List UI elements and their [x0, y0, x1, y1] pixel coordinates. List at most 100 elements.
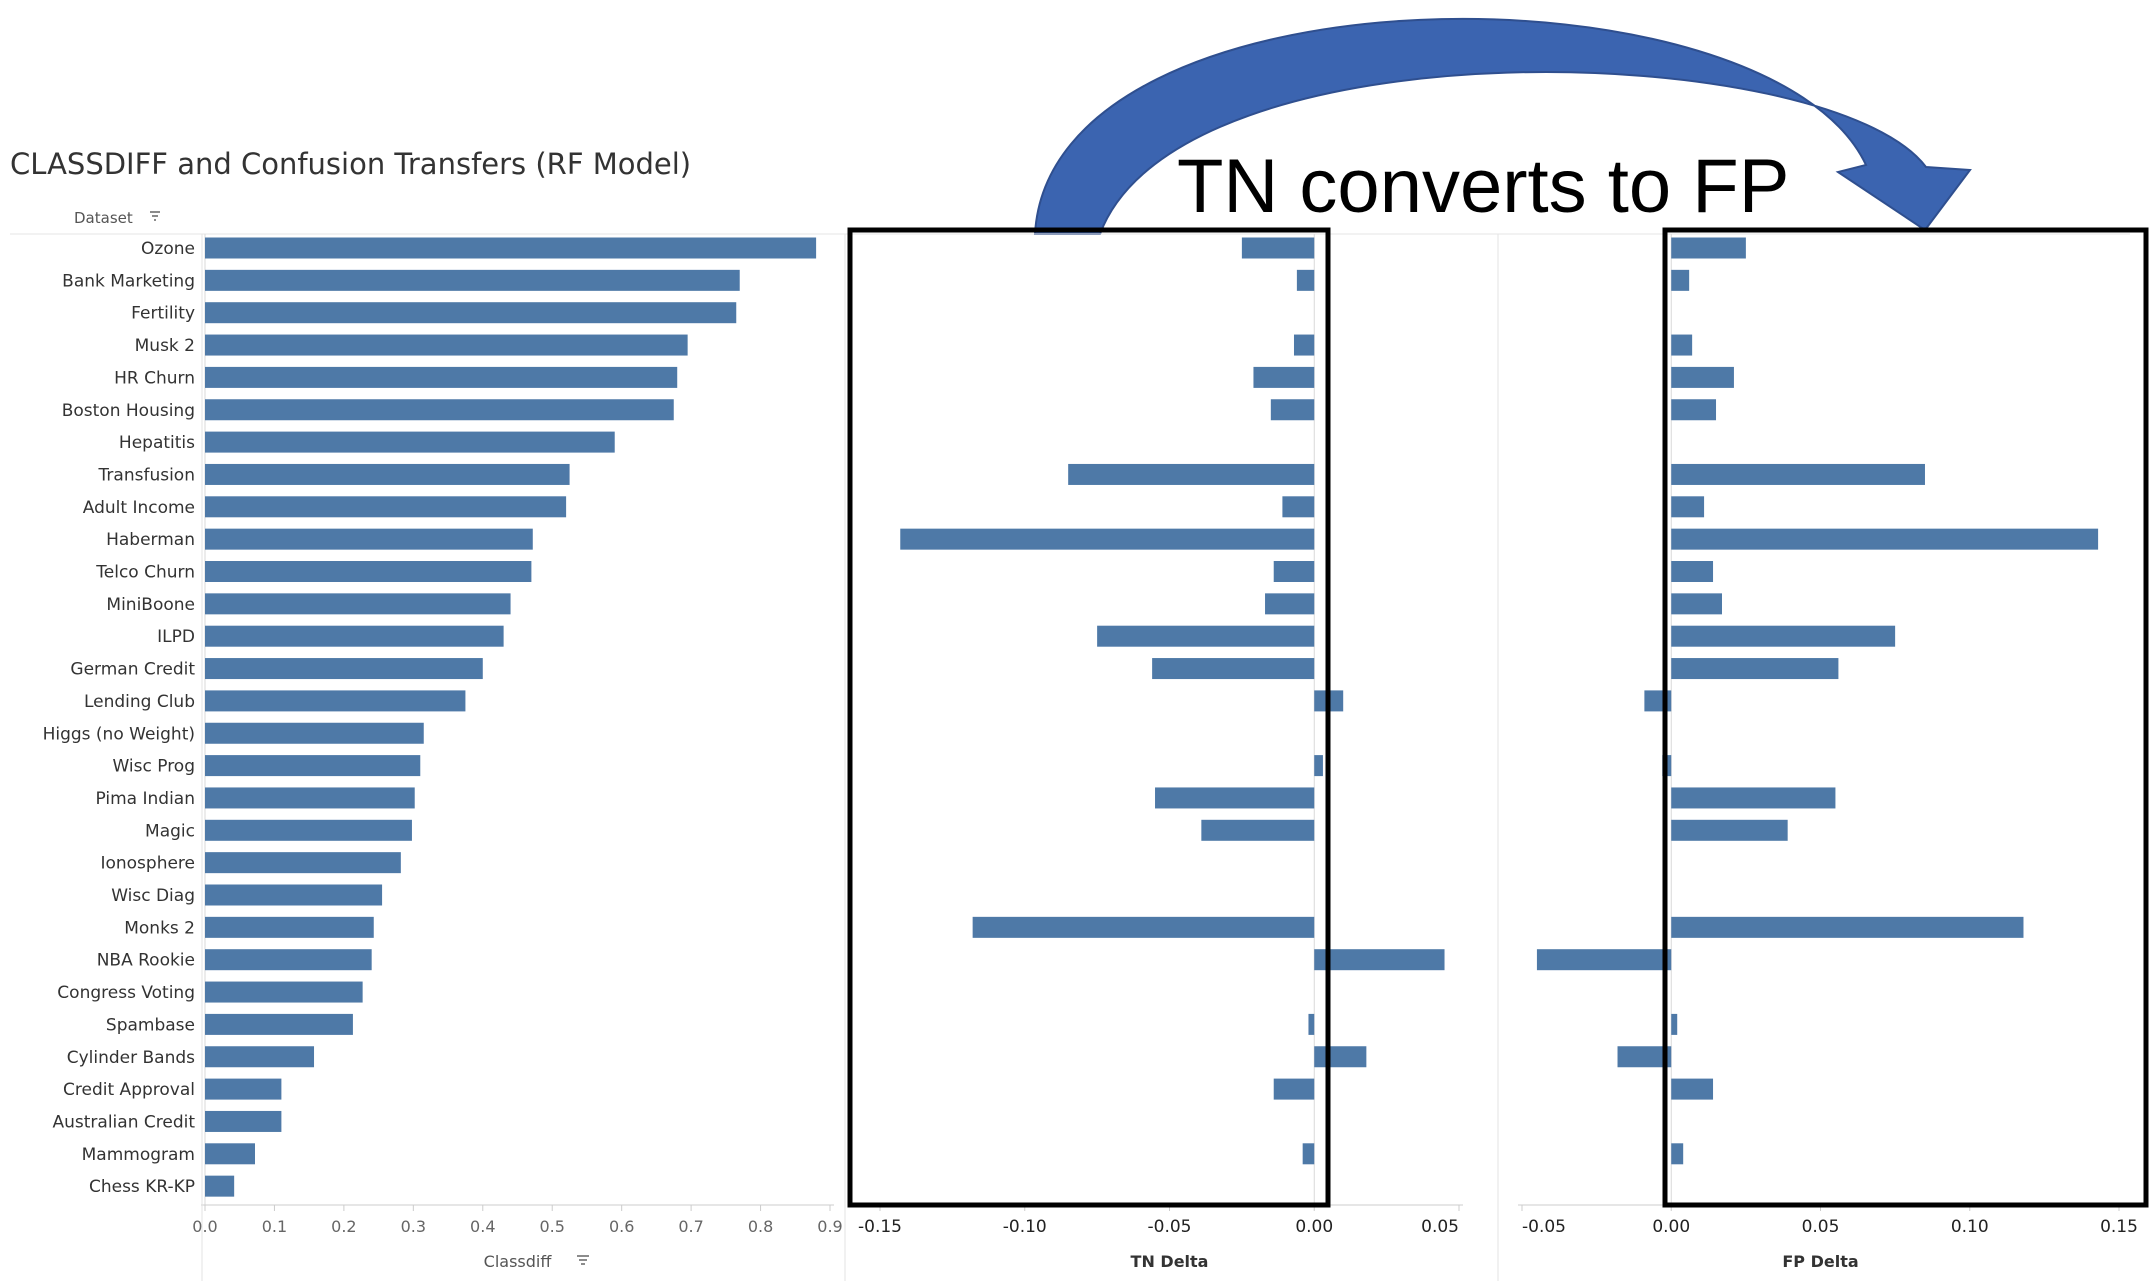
- x-tick-label: 0.00: [1295, 1217, 1333, 1237]
- tn-delta-bar: [1302, 1143, 1315, 1165]
- category-label: Hepatitis: [119, 433, 195, 453]
- classdiff-bar: [205, 1143, 255, 1165]
- classdiff-bar: [205, 690, 466, 712]
- fp-delta-bar: [1671, 593, 1722, 615]
- category-label: Musk 2: [135, 336, 195, 356]
- fp-delta-bar: [1671, 561, 1714, 582]
- category-label: Ozone: [141, 239, 195, 259]
- category-label: Ionosphere: [100, 854, 195, 874]
- category-label: Congress Voting: [57, 983, 195, 1003]
- fp-highlight-box: [1662, 227, 2149, 1208]
- category-label: Magic: [145, 821, 195, 841]
- classdiff-bar: [205, 463, 570, 485]
- tn-delta-bar: [1253, 366, 1315, 388]
- classdiff-bar: [205, 399, 674, 421]
- fp-delta-bar: [1671, 269, 1690, 291]
- tn-delta-bar: [1201, 819, 1315, 841]
- classdiff-bar: [205, 528, 533, 550]
- classdiff-bar: [205, 1110, 282, 1132]
- category-label: Wisc Prog: [112, 757, 195, 777]
- category-label: Pima Indian: [96, 789, 195, 809]
- tn-delta-bar: [1270, 399, 1315, 421]
- x-tick-label: 0.5: [539, 1217, 564, 1236]
- sort-icon[interactable]: [150, 211, 160, 221]
- classdiff-bar: [205, 269, 740, 291]
- chart-title: CLASSDIFF and Confusion Transfers (RF Mo…: [10, 147, 691, 181]
- curved-arrow: [1033, 17, 1972, 235]
- tn-delta-bar: [1265, 593, 1315, 615]
- x-axis-title: FP Delta: [1782, 1252, 1858, 1271]
- tn-delta-bar: [1241, 237, 1315, 259]
- category-label: Fertility: [131, 304, 195, 324]
- tn-delta-bar: [1314, 755, 1323, 777]
- x-axis-title: TN Delta: [1131, 1252, 1209, 1271]
- fp-delta-bar: [1671, 658, 1839, 680]
- classdiff-bar: [205, 431, 615, 453]
- tn-delta-bar: [1296, 269, 1315, 291]
- classdiff-bar: [205, 561, 532, 582]
- fp-delta-bar: [1617, 1046, 1672, 1068]
- fp-delta-bar: [1671, 463, 1925, 485]
- x-tick-label: 0.9: [817, 1217, 842, 1236]
- x-tick-label: -0.10: [1003, 1217, 1047, 1237]
- tn-delta-bar: [1308, 1013, 1315, 1035]
- tn-delta-bar: [1282, 496, 1315, 518]
- category-label: Cylinder Bands: [67, 1048, 195, 1068]
- x-tick-label: 0.3: [401, 1217, 426, 1236]
- x-tick-label: 0.8: [748, 1217, 773, 1236]
- category-label: Boston Housing: [62, 401, 195, 421]
- tn-delta-bar: [1314, 949, 1445, 971]
- classdiff-bar: [205, 787, 415, 809]
- classdiff-bar: [205, 884, 383, 906]
- classdiff-sort-icon[interactable]: [577, 1255, 589, 1265]
- fp-delta-bar: [1671, 1143, 1684, 1165]
- category-label: Lending Club: [84, 692, 195, 712]
- classdiff-bar: [205, 981, 363, 1003]
- classdiff-bar: [205, 722, 424, 744]
- x-tick-label: 0.2: [331, 1217, 356, 1236]
- annotation-text: TN converts to FP: [1177, 144, 1789, 229]
- x-axis-title: Classdiff: [484, 1252, 553, 1271]
- x-tick-label: -0.05: [1148, 1217, 1192, 1237]
- tn-delta-bar: [1097, 625, 1315, 647]
- fp-delta-bar: [1671, 366, 1734, 388]
- category-label: Australian Credit: [53, 1112, 196, 1132]
- category-label: Chess KR-KP: [89, 1177, 195, 1197]
- category-label: HR Churn: [114, 368, 195, 388]
- classdiff-bar: [205, 1078, 282, 1100]
- category-label: Transfusion: [98, 465, 195, 485]
- x-tick-label: 0.7: [678, 1217, 703, 1236]
- category-label: Credit Approval: [63, 1080, 195, 1100]
- tn-delta-bar: [1273, 1078, 1315, 1100]
- category-label: MiniBoone: [106, 595, 195, 615]
- fp-delta-bar: [1671, 625, 1896, 647]
- classdiff-bar: [205, 1046, 315, 1068]
- category-label: Spambase: [106, 1015, 195, 1035]
- classdiff-bar: [205, 334, 688, 356]
- classdiff-bar: [205, 302, 737, 324]
- classdiff-bar: [205, 237, 817, 259]
- category-label: Bank Marketing: [62, 271, 195, 291]
- classdiff-bar: [205, 916, 374, 938]
- x-tick-label: 0.10: [1951, 1217, 1989, 1237]
- fp-delta-bar: [1671, 496, 1705, 518]
- classdiff-bar: [205, 819, 412, 841]
- classdiff-bar: [205, 593, 511, 615]
- classdiff-bar: [205, 496, 567, 518]
- x-tick-label: 0.05: [1802, 1217, 1840, 1237]
- fp-delta-bar: [1671, 819, 1788, 841]
- tn-delta-bar: [1293, 334, 1315, 356]
- x-tick-label: -0.15: [858, 1217, 902, 1237]
- category-label: ILPD: [157, 627, 195, 647]
- x-tick-label: 0.1: [262, 1217, 287, 1236]
- category-label: NBA Rookie: [97, 951, 195, 971]
- tn-delta-bar: [900, 528, 1315, 550]
- x-tick-label: 0.6: [609, 1217, 634, 1236]
- category-label: Telco Churn: [95, 563, 195, 583]
- x-tick-label: 0.15: [2100, 1217, 2138, 1237]
- fp-delta-bar: [1671, 1078, 1714, 1100]
- fp-delta-bar: [1536, 949, 1672, 971]
- fp-delta-bar: [1671, 237, 1746, 259]
- fp-delta-bar: [1671, 334, 1693, 356]
